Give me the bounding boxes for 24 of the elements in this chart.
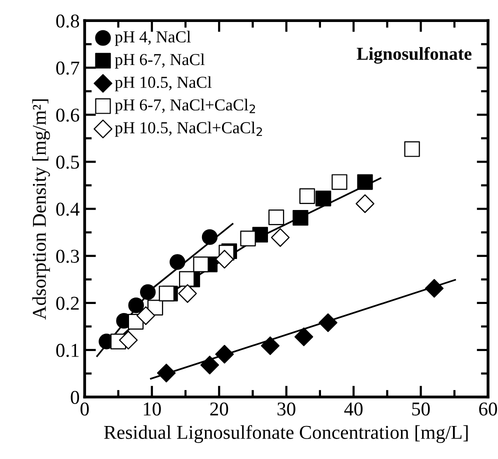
legend-label: pH 10.5, NaCl+CaCl$_{2}$	[114, 122, 262, 137]
y-tick-label: 0.4	[56, 202, 80, 216]
x-tick-label: 20	[210, 402, 228, 416]
y-tick-label: 0.6	[56, 108, 80, 122]
annotation: Lignosulfonate	[356, 47, 472, 64]
legend-label: pH 6-7, NaCl	[114, 53, 205, 69]
legend-label: pH 6-7, NaCl+CaCl$_{2}$	[114, 98, 255, 114]
y-tick-label: 0.2	[56, 296, 79, 310]
y-tick-label: 0	[70, 390, 80, 404]
y-tick-label: 0.3	[56, 250, 80, 263]
x-tick-label: 40	[344, 402, 363, 416]
y-tick-label: 0.1	[56, 344, 79, 358]
x-tick-label: 50	[412, 402, 430, 416]
y-tick-label: 0.8	[56, 14, 80, 28]
legend-label: pH 10.5, NaCl	[114, 76, 212, 92]
x-tick-label: 60	[479, 402, 498, 416]
x-axis-title: Residual Lignosulfonate Concentration [mg/L]	[104, 425, 468, 443]
y-axis-title: Adsorption Density [mg/m²]	[32, 99, 50, 320]
x-tick-label: 30	[278, 402, 296, 416]
legend-label: pH 4, NaCl	[114, 30, 191, 46]
x-tick-label: 0	[80, 402, 89, 416]
y-tick-label: 0.5	[56, 156, 80, 169]
y-tick-label: 0.7	[56, 62, 80, 75]
x-tick-label: 10	[144, 402, 161, 416]
